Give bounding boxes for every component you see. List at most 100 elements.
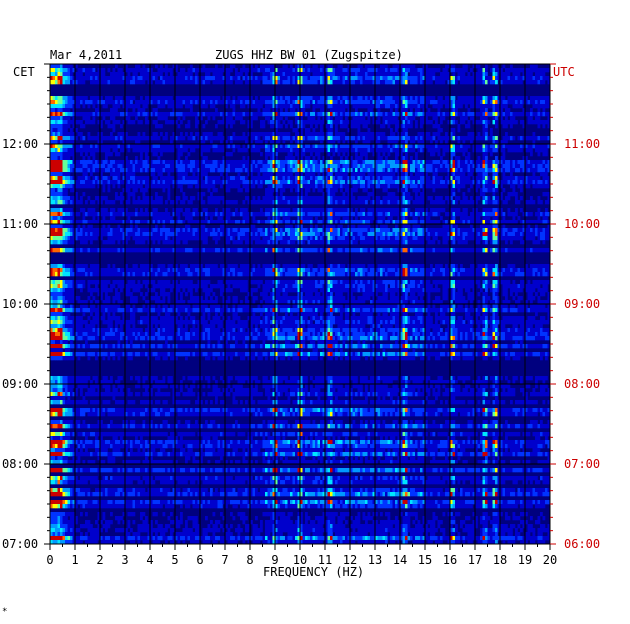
spectrogram-cell (100, 164, 103, 169)
spectrogram-cell (172, 144, 176, 149)
spectrogram-cell (487, 200, 491, 205)
spectrogram-cell (455, 148, 458, 153)
spectrogram-cell (197, 100, 201, 105)
spectrogram-cell (437, 132, 441, 137)
spectrogram-cell (462, 196, 466, 201)
spectrogram-cell (72, 160, 76, 165)
spectrogram-cell (415, 104, 418, 109)
spectrogram-cell (467, 100, 471, 105)
spectrogram-cell (117, 144, 121, 149)
spectrogram-cell (385, 180, 388, 185)
spectrogram-cell (227, 72, 231, 77)
spectrogram-cell (510, 76, 513, 81)
spectrogram-cell (135, 72, 138, 77)
spectrogram-cell (482, 120, 486, 125)
spectrogram-cell (415, 144, 418, 149)
spectrogram-cell (400, 160, 403, 165)
spectrogram-cell (92, 152, 96, 157)
spectrogram-cell (147, 160, 151, 165)
spectrogram-cell (445, 176, 448, 181)
spectrogram-cell (342, 112, 346, 117)
spectrogram-cell (297, 208, 301, 213)
spectrogram-cell (477, 148, 481, 153)
spectrogram-cell (407, 144, 411, 149)
spectrogram-cell (232, 120, 236, 125)
spectrogram-cell (547, 104, 551, 109)
spectrogram-cell (272, 72, 276, 77)
spectrogram-cell (190, 64, 193, 69)
spectrogram-cell (57, 128, 61, 133)
spectrogram-cell (362, 144, 366, 149)
spectrogram-cell (415, 192, 418, 197)
spectrogram-cell (165, 160, 168, 165)
spectrogram-cell (297, 104, 301, 109)
spectrogram-cell (70, 176, 73, 181)
spectrogram-cell (125, 188, 128, 193)
spectrogram-cell (295, 148, 298, 153)
spectrogram-cell (427, 160, 431, 165)
spectrogram-cell (302, 76, 306, 81)
spectrogram-cell (130, 112, 133, 117)
spectrogram-cell (157, 168, 161, 173)
spectrogram-cell (312, 68, 316, 73)
spectrogram-cell (95, 168, 98, 173)
spectrogram-cell (82, 216, 86, 221)
spectrogram-cell (365, 136, 368, 141)
spectrogram-cell (302, 96, 306, 101)
spectrogram-cell (197, 180, 201, 185)
spectrogram-cell (72, 188, 76, 193)
spectrogram-cell (137, 108, 141, 113)
spectrogram-cell (482, 144, 486, 149)
spectrogram-cell (320, 188, 323, 193)
spectrogram-cell (357, 160, 361, 165)
spectrogram-cell (135, 76, 138, 81)
spectrogram-cell (430, 164, 433, 169)
spectrogram-cell (452, 180, 456, 185)
spectrogram-cell (510, 180, 513, 185)
spectrogram-cell (122, 148, 126, 153)
spectrogram-cell (202, 180, 206, 185)
spectrogram-cell (120, 72, 123, 77)
spectrogram-cell (475, 96, 478, 101)
spectrogram-cell (165, 212, 168, 217)
spectrogram-cell (437, 196, 441, 201)
spectrogram-cell (257, 140, 261, 145)
spectrogram-cell (515, 164, 518, 169)
spectrogram-cell (390, 112, 393, 117)
spectrogram-cell (542, 184, 546, 189)
spectrogram-cell (395, 180, 398, 185)
spectrogram-cell (92, 76, 96, 81)
spectrogram-cell (67, 172, 71, 177)
spectrogram-cell (245, 164, 248, 169)
spectrogram-cell (285, 156, 288, 161)
spectrogram-cell (377, 108, 381, 113)
spectrogram-cell (142, 192, 146, 197)
spectrogram-cell (505, 116, 508, 121)
spectrogram-cell (300, 160, 303, 165)
spectrogram-cell (405, 140, 408, 145)
spectrogram-cell (52, 108, 56, 113)
spectrogram-cell (200, 160, 203, 165)
spectrogram-cell (292, 208, 296, 213)
spectrogram-cell (242, 64, 246, 69)
spectrogram-cell (232, 108, 236, 113)
spectrogram-cell (510, 68, 513, 73)
spectrogram-cell (125, 64, 128, 69)
spectrogram-cell (385, 144, 388, 149)
spectrogram-cell (102, 176, 106, 181)
spectrogram-cell (480, 108, 483, 113)
spectrogram-cell (52, 184, 56, 189)
spectrogram-cell (485, 76, 488, 81)
spectrogram-cell (312, 72, 316, 77)
spectrogram-cell (442, 136, 446, 141)
spectrogram-cell (50, 168, 53, 173)
spectrogram-cell (397, 196, 401, 201)
spectrogram-cell (112, 148, 116, 153)
spectrogram-cell (62, 188, 66, 193)
spectrogram-cell (55, 76, 58, 81)
spectrogram-cell (62, 168, 66, 173)
spectrogram-cell (330, 148, 333, 153)
spectrogram-cell (407, 192, 411, 197)
spectrogram-cell (495, 72, 498, 77)
spectrogram-cell (72, 68, 76, 73)
